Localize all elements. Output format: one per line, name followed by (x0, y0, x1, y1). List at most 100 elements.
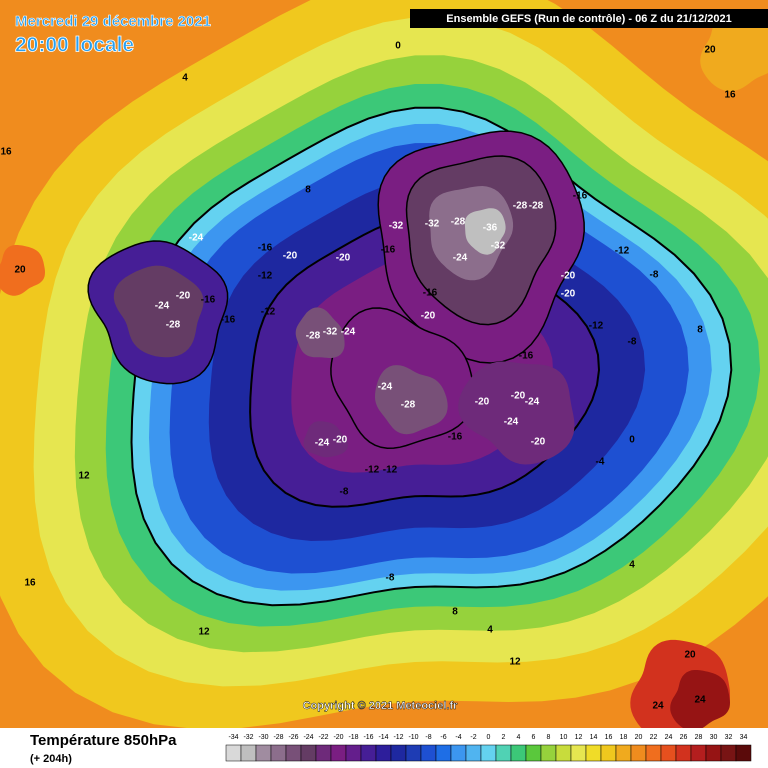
colorbar-swatch (660, 744, 677, 762)
colorbar-swatch (375, 744, 392, 762)
colorbar-swatch (270, 744, 287, 762)
legend-subtitle: (+ 204h) (30, 753, 72, 765)
legend-title: Température 850hPa (30, 732, 177, 749)
temperature-field (0, 0, 768, 742)
contour-label: 24 (652, 701, 664, 712)
contour-label: 16 (0, 147, 12, 158)
colorbar-tick: 22 (650, 734, 658, 741)
colorbar-tick: 20 (635, 734, 643, 741)
contour-label: -32 (491, 241, 506, 252)
contour-label: 20 (684, 650, 696, 661)
colorbar-tick: 4 (517, 734, 521, 741)
colorbar-swatch (480, 744, 497, 762)
colorbar-swatch (255, 744, 272, 762)
colorbar-tick: 24 (665, 734, 673, 741)
colorbar-tick: -10 (408, 734, 418, 741)
colorbar-tick: 16 (605, 734, 613, 741)
colorbar-swatch (225, 744, 242, 762)
contour-label: -24 (189, 233, 204, 244)
colorbar-tick: -18 (348, 734, 358, 741)
contour-label: -20 (333, 435, 348, 446)
colorbar-tick: 26 (680, 734, 688, 741)
colorbar-swatch (495, 744, 512, 762)
colorbar-tick: -2 (470, 734, 476, 741)
colorbar-swatch (240, 744, 257, 762)
contour-labels: -24-28-20 -16-16-12-20-12-16-24-20-16-32-… (0, 41, 736, 712)
contour-label: 0 (629, 435, 635, 446)
colorbar-swatch (450, 744, 467, 762)
time: 20:00 locale (15, 34, 134, 57)
colorbar-swatch (615, 744, 632, 762)
contour-label: 12 (198, 627, 210, 638)
contour-label: -16 (519, 351, 534, 362)
contour-label: 20 (704, 45, 716, 56)
colorbar-swatch (465, 744, 482, 762)
contour-label: -16 (201, 295, 216, 306)
contour-label: 0 (395, 41, 401, 52)
colorbar-tick: -14 (378, 734, 388, 741)
contour-label: -8 (340, 487, 349, 498)
colorbar-swatch (510, 744, 527, 762)
colorbar-tick: 30 (710, 734, 718, 741)
colorbar-tick: -6 (440, 734, 446, 741)
contour-label: -16 (423, 288, 438, 299)
colorbar-swatch (675, 744, 692, 762)
colorbar-tick: -28 (273, 734, 283, 741)
contour-label: 16 (724, 90, 736, 101)
warm-core (0, 245, 45, 296)
contour-label: -20 (561, 289, 576, 300)
contour-label: -8 (386, 573, 395, 584)
colorbar-tick: -12 (393, 734, 403, 741)
colorbar-swatch (345, 744, 362, 762)
colorbar-swatch (330, 744, 347, 762)
contour-label: -12 (589, 321, 604, 332)
colorbar-swatch (735, 744, 752, 762)
colorbar-swatch (630, 744, 647, 762)
contour-label: 12 (509, 657, 521, 668)
colorbar-swatch (360, 744, 377, 762)
colorbar-swatch (405, 744, 422, 762)
colorbar-tick: 32 (725, 734, 733, 741)
colorbar-swatch (600, 744, 617, 762)
colorbar-swatch (435, 744, 452, 762)
contour-label: -28 (306, 331, 321, 342)
colorbar-tick: 0 (487, 734, 491, 741)
contour-label: -24 (315, 438, 330, 449)
contour-label: -20 (421, 311, 436, 322)
warm-core (670, 670, 730, 731)
colorbar-swatch (705, 744, 722, 762)
colorbar-swatch (315, 744, 332, 762)
cold-core (375, 365, 448, 435)
contour-label: -32 (389, 221, 404, 232)
contour-label: -12 (383, 465, 398, 476)
colorbar-tick: 12 (575, 734, 583, 741)
colorbar-swatch (570, 744, 587, 762)
colorbar-swatch (555, 744, 572, 762)
colorbar-swatch (690, 744, 707, 762)
colorbar-tick: -20 (333, 734, 343, 741)
colorbar-swatch (390, 744, 407, 762)
contour-label: -20 (475, 397, 490, 408)
contour-label: 4 (182, 73, 188, 84)
contour-label: 4 (487, 625, 493, 636)
contour-label: -12 (258, 271, 273, 282)
colorbar-tick: 2 (502, 734, 506, 741)
colorbar-swatch (585, 744, 602, 762)
contour-label: -16 (573, 191, 588, 202)
date: Mercredi 29 décembre 2021 (15, 13, 211, 30)
contour-label: -20 (561, 271, 576, 282)
cold-core (303, 421, 348, 458)
colorbar-swatch (420, 744, 437, 762)
contour-label: -16 (258, 243, 273, 254)
cold-core (464, 208, 506, 255)
contour-label: 8 (697, 325, 703, 336)
contour-label: 20 (14, 265, 26, 276)
colorbar-tick: -34 (228, 734, 238, 741)
contour-label: 8 (305, 185, 311, 196)
colorbar-tick: -24 (303, 734, 313, 741)
colorbar-tick: 8 (547, 734, 551, 741)
colorbar-tick: -26 (288, 734, 298, 741)
colorbar-swatch (525, 744, 542, 762)
